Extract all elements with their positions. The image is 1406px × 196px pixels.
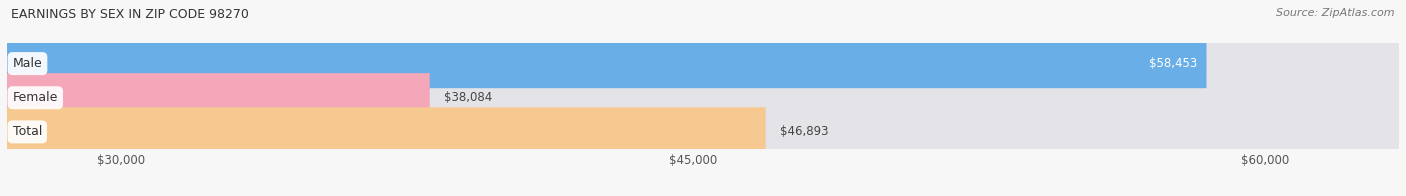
Text: $38,084: $38,084 bbox=[444, 91, 492, 104]
Text: Source: ZipAtlas.com: Source: ZipAtlas.com bbox=[1277, 8, 1395, 18]
FancyBboxPatch shape bbox=[7, 39, 1399, 88]
FancyBboxPatch shape bbox=[7, 107, 1399, 156]
Text: $58,453: $58,453 bbox=[1149, 57, 1197, 70]
FancyBboxPatch shape bbox=[7, 73, 1399, 122]
FancyBboxPatch shape bbox=[7, 107, 766, 156]
Text: Female: Female bbox=[13, 91, 58, 104]
Text: Male: Male bbox=[13, 57, 42, 70]
Text: Total: Total bbox=[13, 125, 42, 138]
Text: EARNINGS BY SEX IN ZIP CODE 98270: EARNINGS BY SEX IN ZIP CODE 98270 bbox=[11, 8, 249, 21]
Text: $46,893: $46,893 bbox=[779, 125, 828, 138]
FancyBboxPatch shape bbox=[7, 73, 430, 122]
FancyBboxPatch shape bbox=[7, 39, 1206, 88]
